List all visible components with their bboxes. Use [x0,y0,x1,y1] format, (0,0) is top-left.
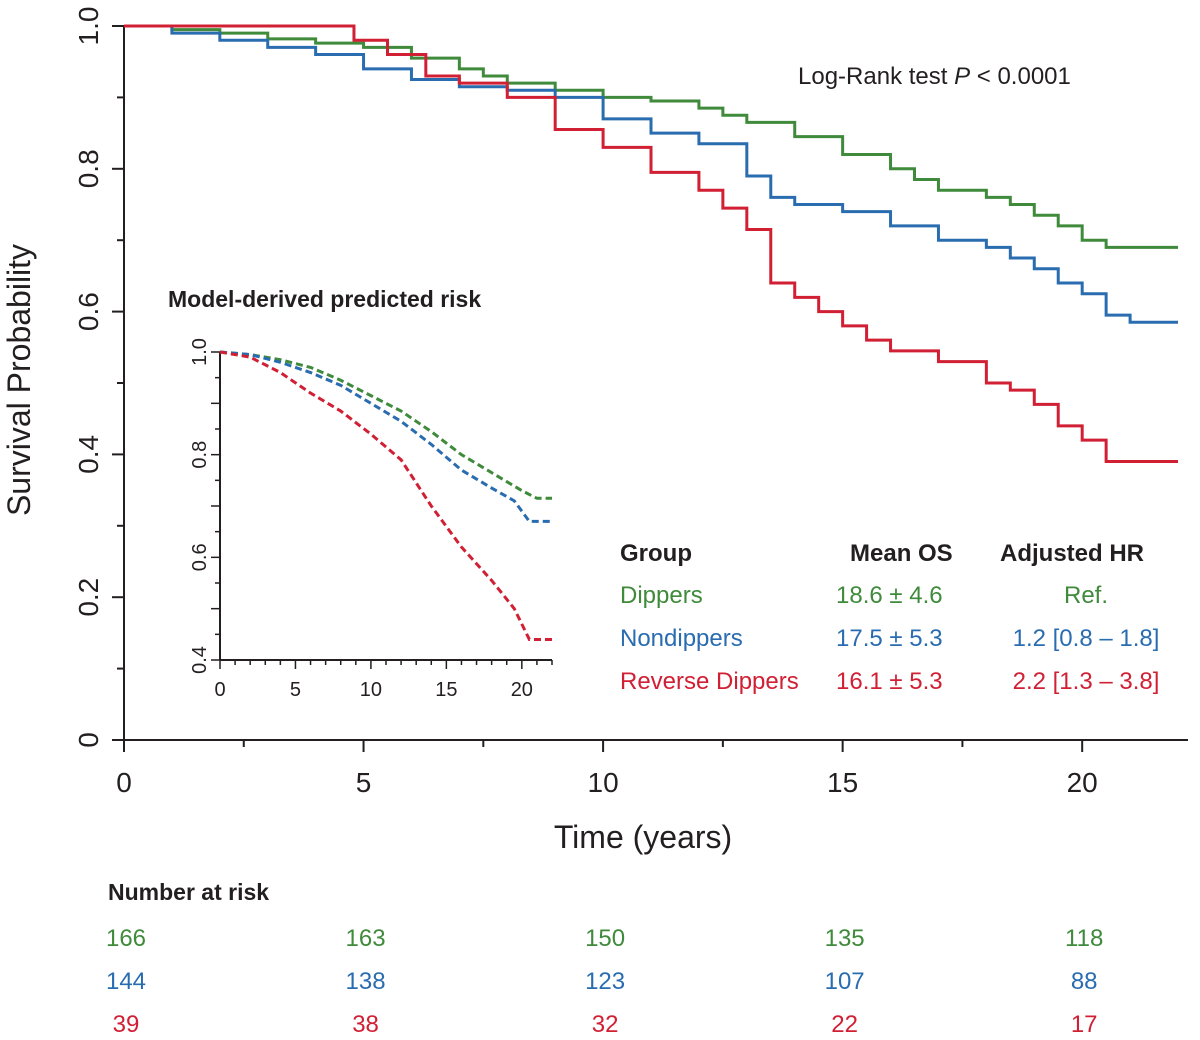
at-risk-count: 150 [585,925,625,952]
at-risk-count: 38 [352,1011,379,1038]
at-risk-count: 135 [825,925,865,952]
table-cell-mean-os: 16.1 ± 5.3 [836,668,943,695]
main-plot: 0 0.2 0.4 0.6 0.8 1.0 0 5 10 15 20 Log-Rank test P… [1,7,1188,855]
number-at-risk-table: Number at risk 166 163 150 135 118 144 138 123 1… [106,879,1103,1038]
y-tick-label: 0.6 [73,292,104,331]
y-tick-label: 0.2 [73,578,104,617]
main-survival-lines [124,24,1178,464]
at-risk-count: 138 [346,968,386,995]
survival-curve-reverse-dippers [124,24,1178,464]
table-cell-group: Dippers [620,582,703,609]
inset-x-tick-label: 0 [214,679,225,701]
x-tick-label: 15 [827,767,858,798]
table-cell-mean-os: 17.5 ± 5.3 [836,625,943,652]
at-risk-count: 163 [346,925,386,952]
table-header: Adjusted HR [1000,540,1144,567]
x-tick-label: 0 [116,767,132,798]
y-tick-label: 1.0 [73,7,104,46]
inset-x-tick-label: 10 [360,679,382,701]
at-risk-count: 39 [113,1011,140,1038]
y-tick-label: 0 [73,732,104,748]
inset-x-tick-label: 5 [290,679,301,701]
inset-background [220,352,552,662]
at-risk-count: 88 [1071,968,1098,995]
survival-curve-nondippers [124,24,1178,324]
at-risk-count: 32 [592,1011,619,1038]
at-risk-count: 17 [1071,1011,1098,1038]
y-tick-label: 0.4 [73,435,104,474]
at-risk-count: 166 [106,925,146,952]
at-risk-count: 144 [106,968,146,995]
table-cell-group: Reverse Dippers [620,668,799,695]
x-axis-label: Time (years) [554,819,732,855]
group-summary-table: Group Mean OS Adjusted HR Dippers 18.6 ± 4.6… [620,540,1159,695]
inset-title: Model-derived predicted risk [168,286,481,312]
table-cell-adjusted-hr: Ref. [1064,582,1108,609]
inset-predicted-lines [219,350,552,641]
at-risk-count: 107 [825,968,865,995]
number-at-risk-title: Number at risk [108,879,269,905]
survival-curve-dippers [124,24,1178,249]
main-axes: 0 0.2 0.4 0.6 0.8 1.0 0 5 10 15 20 [73,7,1188,798]
table-cell-mean-os: 18.6 ± 4.6 [836,582,943,609]
table-cell-group: Nondippers [620,625,743,652]
inset-axes: 0.4 0.6 0.8 1.0 0 5 10 15 20 [189,338,553,701]
at-risk-count: 22 [831,1011,858,1038]
table-header: Group [620,540,692,567]
predicted-curve-nondippers [219,350,552,523]
x-tick-label: 5 [356,767,372,798]
predicted-curve-reverse-dippers [219,350,552,641]
inset-y-tick-label: 0.6 [189,543,211,571]
log-rank-annotation: Log-Rank test P < 0.0001 [798,63,1071,90]
inset-y-tick-label: 0.8 [189,441,211,469]
y-axis-label: Survival Probability [1,244,37,516]
predicted-curve-dippers [219,350,552,500]
inset-y-tick-label: 1.0 [189,338,211,366]
table-cell-adjusted-hr: 1.2 [0.8 – 1.8] [1013,625,1160,652]
inset-x-tick-label: 15 [435,679,457,701]
inset-plot: Model-derived predicted risk 0.4 0.6 0.8 1.… [168,286,553,701]
x-tick-label: 20 [1067,767,1098,798]
at-risk-count: 123 [585,968,625,995]
inset-y-tick-label: 0.4 [189,646,211,674]
y-tick-label: 0.8 [73,149,104,188]
inset-x-tick-label: 20 [511,679,533,701]
table-header: Mean OS [850,540,953,567]
at-risk-count: 118 [1065,925,1103,952]
table-cell-adjusted-hr: 2.2 [1.3 – 3.8] [1013,668,1160,695]
x-tick-label: 10 [588,767,619,798]
